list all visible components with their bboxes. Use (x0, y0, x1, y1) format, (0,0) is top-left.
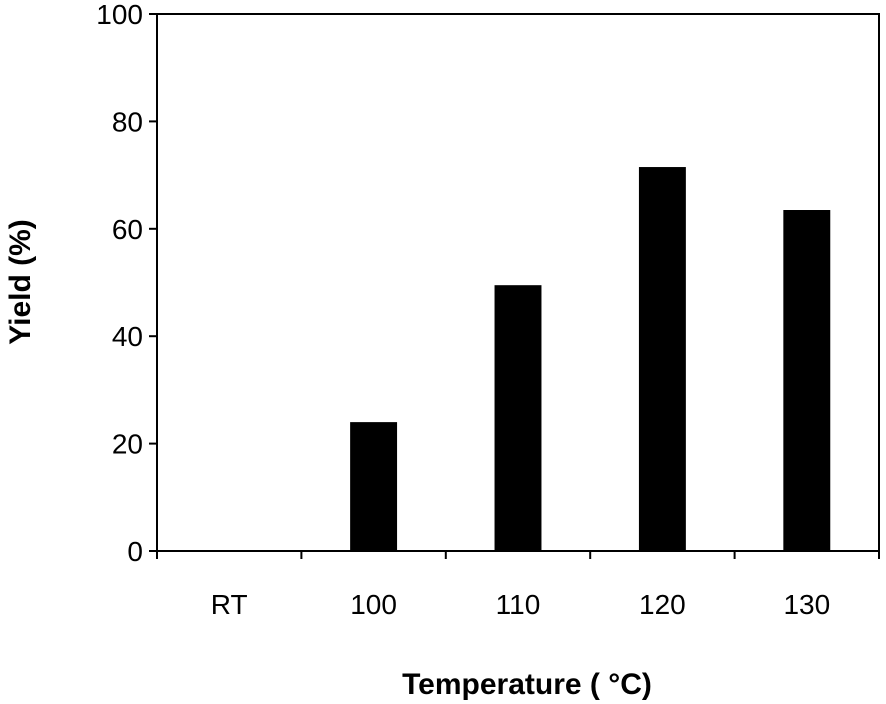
y-tick-labels: 0 20 40 60 80 100 (96, 0, 143, 567)
x-axis-title: Temperature ( °C) (402, 668, 652, 701)
x-tick-label-120: 120 (639, 589, 686, 620)
y-tick-label: 0 (127, 536, 143, 567)
x-axis-ticks (156, 551, 880, 559)
y-tick-label: 60 (112, 214, 143, 245)
y-tick-label: 20 (112, 429, 143, 460)
x-tick-label-100: 100 (350, 589, 397, 620)
x-tick-label-130: 130 (783, 589, 830, 620)
y-axis-ticks (149, 13, 157, 552)
bar-130 (783, 210, 831, 551)
bar-100 (350, 422, 398, 551)
bars (350, 167, 831, 552)
x-tick-label-110: 110 (496, 589, 541, 620)
y-tick-label: 80 (112, 106, 143, 137)
x-tick-labels: RT 100 110 120 130 (211, 589, 830, 620)
x-tick-label-rt: RT (211, 589, 248, 620)
bar-120 (638, 167, 686, 552)
y-tick-label: 40 (112, 321, 143, 352)
y-tick-label: 100 (96, 0, 143, 30)
bar-110 (494, 285, 542, 551)
y-axis-title: Yield (%) (4, 219, 37, 345)
